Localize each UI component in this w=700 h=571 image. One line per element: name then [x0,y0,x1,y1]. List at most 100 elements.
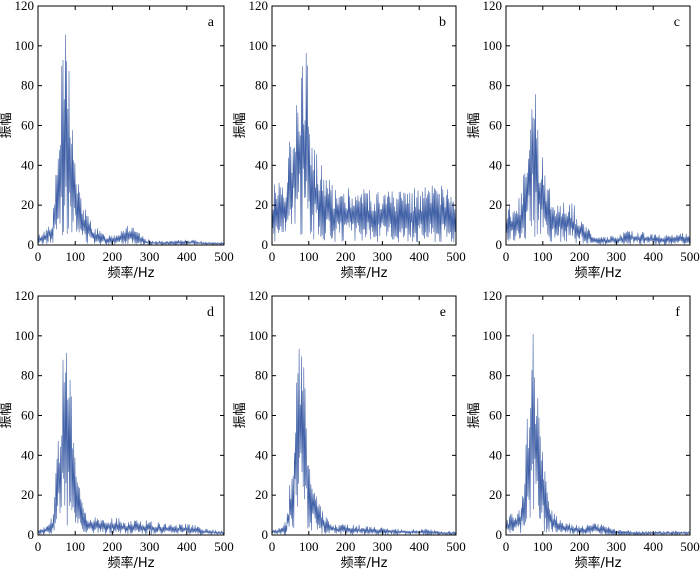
x-tick-label: 500 [214,249,234,264]
x-tick-label: 100 [299,249,319,264]
y-tick-label: 0 [28,237,35,252]
y-tick-label: 60 [21,408,34,423]
x-tick-label: 500 [680,539,700,554]
x-axis-label: 频率/Hz [575,555,622,571]
x-tick-label: 400 [177,249,197,264]
x-axis-label: 频率/Hz [108,265,155,281]
x-tick-label: 300 [373,539,393,554]
y-tick-label: 0 [496,527,503,542]
x-tick-label: 400 [409,539,429,554]
y-tick-label: 120 [249,288,269,303]
y-tick-label: 80 [489,368,502,383]
y-tick-label: 80 [255,368,268,383]
y-tick-label: 40 [489,157,502,172]
chart-panel-a: 0 100 200 300 400 500 0 20 40 60 80 100 120 频率/Hz 振幅 a [0,0,234,281]
y-tick-label: 60 [489,118,502,133]
x-tick-label: 0 [35,539,42,554]
y-tick-label: 20 [489,487,502,502]
y-tick-label: 20 [255,487,268,502]
y-tick-label: 80 [489,78,502,93]
y-tick-label: 120 [483,0,503,13]
x-tick-label: 300 [373,249,393,264]
y-tick-label: 80 [255,78,268,93]
y-tick-label: 20 [489,197,502,212]
y-tick-label: 100 [483,328,503,343]
x-tick-label: 400 [643,539,663,554]
x-tick-label: 100 [533,539,553,554]
y-axis-label: 振幅 [467,112,482,138]
y-tick-label: 40 [255,447,268,462]
panel-label: d [207,305,214,320]
x-tick-label: 500 [446,539,466,554]
y-tick-label: 0 [28,527,35,542]
x-tick-label: 0 [269,539,276,554]
x-tick-label: 200 [336,539,356,554]
y-tick-label: 20 [255,197,268,212]
y-tick-label: 40 [489,447,502,462]
x-tick-label: 300 [607,249,627,264]
chart-panel-d: 0 100 200 300 400 500 0 20 40 60 80 100 120 频率/Hz 振幅 d [0,288,234,571]
y-tick-label: 80 [21,78,34,93]
y-tick-label: 60 [255,408,268,423]
x-tick-label: 100 [65,249,85,264]
x-tick-label: 200 [336,249,356,264]
series-line-b [271,52,456,243]
y-tick-label: 100 [15,38,35,53]
x-tick-label: 0 [269,249,276,264]
y-tick-label: 100 [249,328,269,343]
y-tick-label: 60 [255,118,268,133]
y-tick-label: 100 [15,328,35,343]
x-tick-label: 400 [643,249,663,264]
x-tick-label: 100 [533,249,553,264]
series-line-c [505,94,690,245]
x-tick-label: 500 [214,539,234,554]
x-tick-label: 500 [446,249,466,264]
x-tick-label: 300 [140,539,160,554]
x-axis-label: 频率/Hz [108,555,155,571]
y-tick-label: 0 [262,237,269,252]
y-tick-label: 100 [483,38,503,53]
panel-label: a [208,15,215,30]
chart-panel-c: 0 100 200 300 400 500 0 20 40 60 80 100 120 频率/Hz 振幅 c [467,0,700,281]
y-tick-label: 40 [21,157,34,172]
x-tick-label: 300 [607,539,627,554]
y-tick-label: 0 [262,527,269,542]
y-tick-label: 0 [496,237,503,252]
series-line-f [505,333,690,536]
y-tick-label: 100 [249,38,269,53]
x-tick-label: 500 [680,249,700,264]
y-tick-label: 80 [21,368,34,383]
x-tick-label: 0 [503,539,510,554]
series-line-d [37,352,224,535]
y-axis-label: 振幅 [0,402,14,428]
x-tick-label: 200 [103,249,123,264]
x-tick-label: 400 [409,249,429,264]
x-tick-label: 300 [140,249,160,264]
y-tick-label: 60 [489,408,502,423]
x-tick-label: 400 [177,539,197,554]
chart-panel-f: 0 100 200 300 400 500 0 20 40 60 80 100 120 频率/Hz 振幅 f [467,288,700,571]
panel-label: b [439,15,446,30]
x-tick-label: 200 [570,539,590,554]
chart-panel-b: 0 100 200 300 400 500 0 20 40 60 80 100 120 频率/Hz 振幅 b [233,0,466,281]
x-tick-label: 100 [299,539,319,554]
panel-label: f [675,305,680,320]
y-tick-label: 60 [21,118,34,133]
panel-label: c [674,15,680,30]
x-tick-label: 200 [570,249,590,264]
y-axis-label: 振幅 [233,402,248,428]
chart-panel-e: 0 100 200 300 400 500 0 20 40 60 80 100 120 频率/Hz 振幅 e [233,288,466,571]
x-tick-label: 0 [503,249,510,264]
y-tick-label: 20 [21,487,34,502]
series-line-a [37,34,224,246]
series-line-e [271,348,456,536]
x-axis-label: 频率/Hz [341,555,388,571]
x-axis-label: 频率/Hz [341,265,388,281]
y-axis-label: 振幅 [233,112,248,138]
y-tick-label: 120 [15,0,35,13]
y-tick-label: 120 [249,0,269,13]
y-tick-label: 120 [15,288,35,303]
y-tick-label: 20 [21,197,34,212]
panel-label: e [440,305,446,320]
